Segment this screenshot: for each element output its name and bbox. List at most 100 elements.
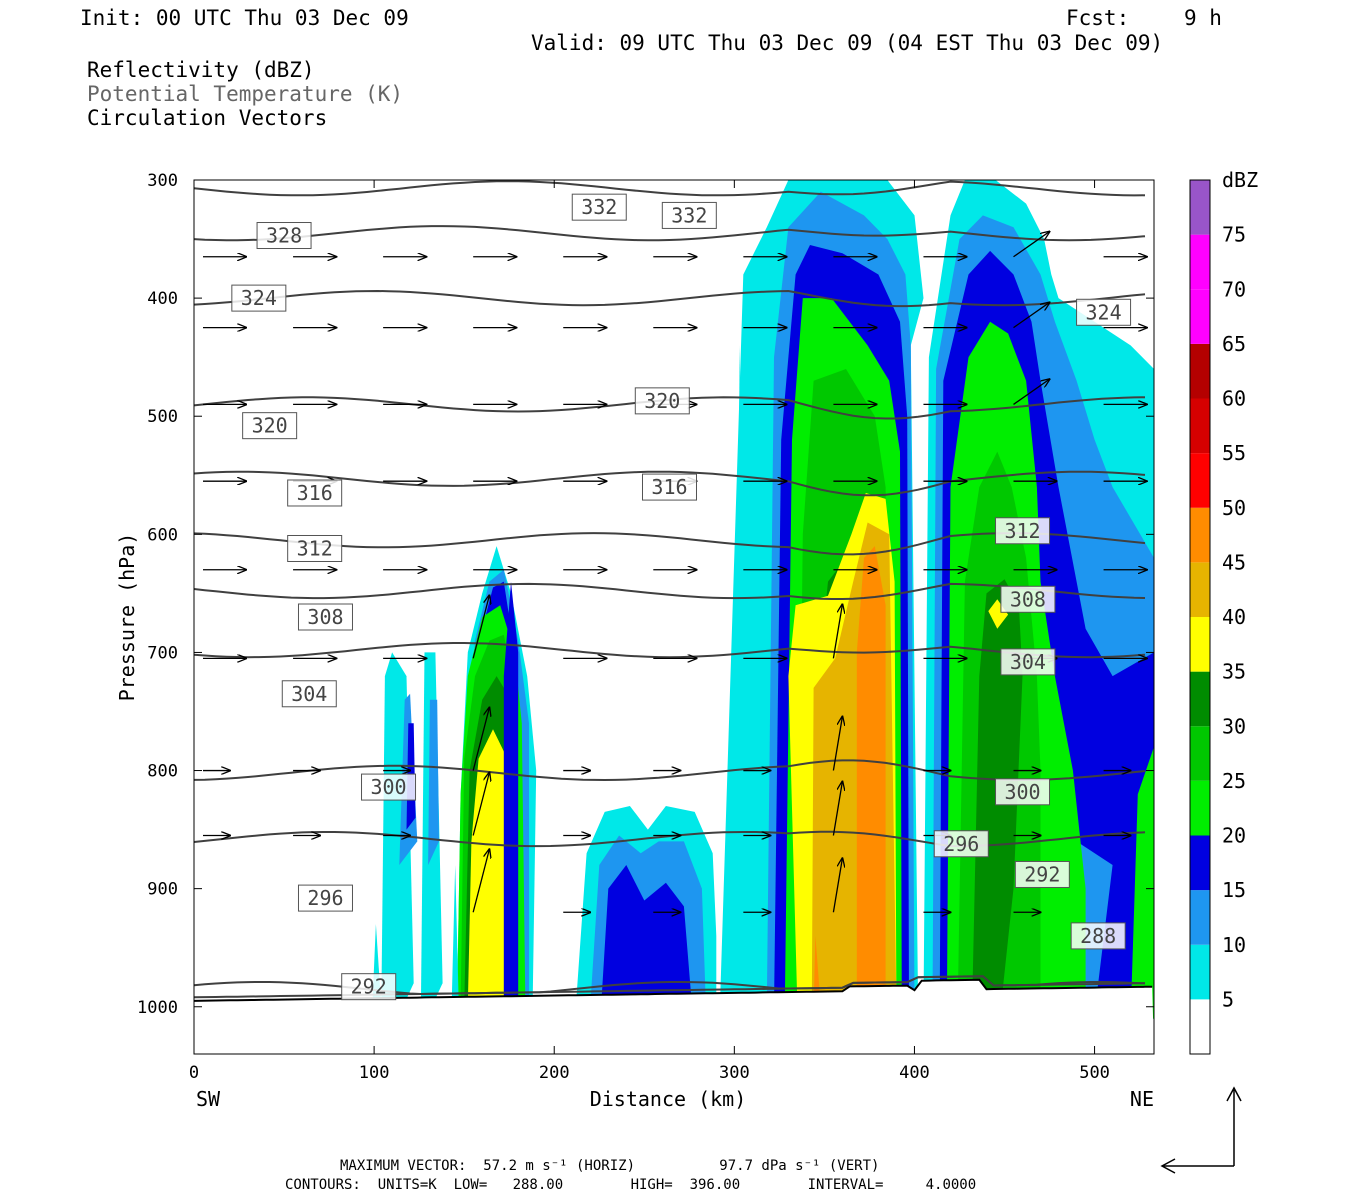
x-tick-label: 0 <box>189 1063 199 1083</box>
theta-contour-316 <box>194 470 1146 497</box>
contour-label-box <box>1070 922 1126 950</box>
contour-label-box <box>1000 648 1056 676</box>
contour-label: 304 <box>291 682 327 706</box>
reflectivity-area-9 <box>856 546 886 1007</box>
contour-label: 332 <box>581 195 617 219</box>
y-tick-label: 900 <box>147 880 178 900</box>
colorbar-bin <box>1190 507 1210 563</box>
contour-label-box <box>297 884 353 912</box>
contour-label-box <box>933 830 989 858</box>
reflectivity-area-17 <box>1130 746 1154 1019</box>
forecast-label: Fcst: <box>1066 6 1130 30</box>
contour-label-box <box>256 222 312 250</box>
contour-label: 320 <box>252 414 288 438</box>
x-end-label-left: SW <box>196 1087 221 1111</box>
colorbar-bin <box>1190 234 1210 290</box>
contour-label: 324 <box>241 286 277 310</box>
x-tick-label: 200 <box>539 1063 570 1083</box>
circulation-vector <box>832 782 842 836</box>
max-vector-note: MAXIMUM VECTOR: 57.2 m s⁻¹ (HORIZ) 97.7 … <box>340 1158 880 1174</box>
field-label-theta: Potential Temperature (K) <box>87 82 404 106</box>
x-axis-label: Distance (km) <box>590 1087 747 1111</box>
contour-label-box <box>287 534 343 562</box>
circulation-vector <box>832 717 842 771</box>
below-ground-mask <box>194 979 1154 1054</box>
contour-label: 328 <box>266 224 302 248</box>
colorbar-tick-label: 30 <box>1222 714 1246 738</box>
plot-frame <box>193 179 1155 1055</box>
colorbar-tick-label: 70 <box>1222 277 1246 301</box>
circulation-vector <box>1013 232 1050 258</box>
theta-contour-308 <box>194 582 1146 600</box>
colorbar-tick-label: 15 <box>1222 878 1246 902</box>
x-tick-label: 100 <box>359 1063 390 1083</box>
colorbar-frame <box>1189 179 1211 1055</box>
contour-info: CONTOURS: UNITS=K LOW= 288.00 HIGH= 396.… <box>285 1177 977 1193</box>
colorbar-bin <box>1190 780 1210 836</box>
y-tick-label: 400 <box>147 289 178 309</box>
theta-contour-328 <box>194 225 1146 242</box>
colorbar-tick-label: 75 <box>1222 223 1246 247</box>
contour-label-box <box>634 387 690 415</box>
contour-label-box <box>242 412 298 440</box>
reference-vector-icon <box>1160 1086 1242 1174</box>
contour-label-box <box>361 773 417 801</box>
colorbar-top-bin <box>1190 180 1210 235</box>
y-tick-label: 700 <box>147 643 178 663</box>
colorbar-bin <box>1190 890 1210 945</box>
colorbar-tick-label: 35 <box>1222 660 1246 684</box>
contour-label-box <box>281 680 337 708</box>
colorbar-tick-label: 65 <box>1222 332 1246 356</box>
contour-label-box <box>341 973 397 1001</box>
colorbar-bin <box>1190 562 1210 617</box>
y-tick-label: 600 <box>147 525 178 545</box>
theta-contour-312 <box>194 532 1146 556</box>
contour-label-box <box>1014 860 1070 888</box>
contour-label: 296 <box>307 886 343 910</box>
contour-label: 308 <box>1010 587 1046 611</box>
colorbar-tick-label: 10 <box>1222 933 1246 957</box>
contour-label-box <box>571 193 627 221</box>
y-tick-label: 300 <box>147 171 178 191</box>
contour-label-box <box>1076 298 1132 326</box>
colorbar-bin <box>1190 726 1210 781</box>
colorbar-tick-label: 25 <box>1222 769 1246 793</box>
contour-label-box <box>231 284 287 312</box>
circulation-vector <box>472 708 489 771</box>
colorbar-bin <box>1190 453 1210 508</box>
contour-label: 304 <box>1010 650 1046 674</box>
colorbar-bin <box>1190 671 1210 727</box>
reflectivity-area-28 <box>467 729 511 1007</box>
circulation-vector <box>472 849 489 913</box>
y-tick-label: 500 <box>147 407 178 427</box>
valid-time: Valid: 09 UTC Thu 03 Dec 09 (04 EST Thu … <box>531 31 1164 55</box>
contour-label-box <box>287 479 343 507</box>
circulation-vector <box>1013 379 1050 405</box>
theta-contour-304 <box>194 642 1146 659</box>
init-time: Init: 00 UTC Thu 03 Dec 09 <box>80 6 409 30</box>
colorbar-tick-label: 60 <box>1222 387 1246 411</box>
reflectivity-area-21 <box>601 865 692 1007</box>
contour-label: 296 <box>943 832 979 856</box>
contour-label: 316 <box>297 481 333 505</box>
colorbar-tick-label: 40 <box>1222 605 1246 629</box>
reflectivity-area-29 <box>503 581 519 1007</box>
theta-contour-324 <box>194 289 1146 308</box>
colorbar-tick-label: 55 <box>1222 441 1246 465</box>
colorbar-unit-label: dBZ <box>1222 168 1258 192</box>
contour-label-box <box>1000 585 1056 613</box>
contour-label: 300 <box>1004 780 1040 804</box>
colorbar-tick-label: 45 <box>1222 550 1246 574</box>
reflectivity-area-35 <box>451 865 459 1007</box>
colorbar-bin <box>1190 398 1210 454</box>
contour-label: 288 <box>1080 924 1116 948</box>
contour-label: 332 <box>671 203 707 227</box>
contour-label-box <box>661 201 717 229</box>
contour-label: 312 <box>1004 519 1040 543</box>
contour-label-box <box>995 778 1051 806</box>
circulation-vector <box>472 595 489 659</box>
circulation-vector <box>1013 302 1050 329</box>
contour-label-box <box>297 603 353 631</box>
contour-label: 308 <box>307 605 343 629</box>
field-label-reflectivity: Reflectivity (dBZ) <box>87 58 315 82</box>
